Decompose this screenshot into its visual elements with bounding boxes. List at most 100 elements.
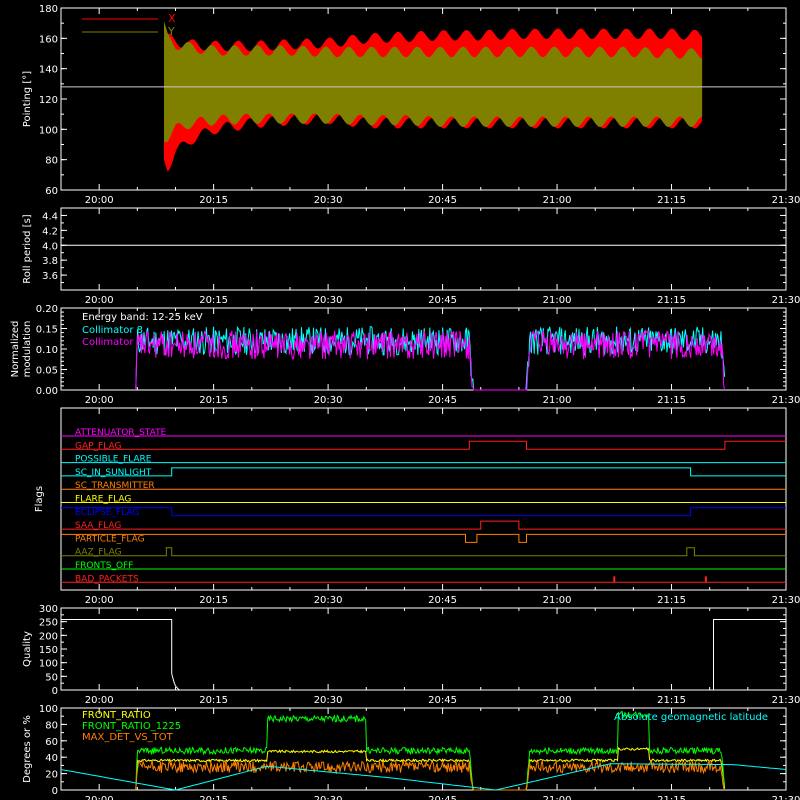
pointing-x-tick-label: 21:00 — [543, 195, 572, 206]
modulation-y-tick-label: 0.10 — [36, 345, 58, 356]
roll-x-tick-label: 21:15 — [657, 295, 686, 306]
flag-trace — [61, 547, 786, 557]
roll-y-tick-label: 3.8 — [42, 256, 58, 267]
panel-modulation: 20:00 20:15 20:30 20:45 21:00 21:15 21:30 0.00 0… — [10, 304, 800, 406]
pointing-y-tick-label: 100 — [39, 125, 58, 136]
front_ratio-x-tick-label: 20:45 — [428, 795, 457, 800]
flag-label: FLARE_FLAG — [75, 495, 131, 505]
roll-x-tick-label: 20:15 — [199, 295, 228, 306]
pointing-x-tick-label: 21:15 — [657, 195, 686, 206]
flag-label: AAZ_FLAG — [75, 548, 122, 558]
quality-x-tick-label: 21:00 — [543, 695, 572, 706]
flag-label: SC_IN_SUNLIGHT — [75, 468, 152, 478]
front_ratio-x-tick-label: 20:30 — [314, 795, 343, 800]
modulation-y-tick-label: 0.05 — [36, 366, 58, 377]
front_ratio-y-tick-label: 80 — [45, 720, 58, 731]
pointing-x-tick-label: 20:30 — [314, 195, 343, 206]
quality-y-tick-label: 0 — [52, 686, 58, 697]
pointing-x-tick-label: 20:15 — [199, 195, 228, 206]
flags-x-tick-label: 20:30 — [314, 595, 343, 606]
flag-label: FRONTS_OFF — [75, 561, 133, 571]
flag-label: SC_TRANSMITTER — [75, 481, 155, 491]
flags-x-tick-label: 20:45 — [428, 595, 457, 606]
flag-label: ATTENUATOR_STATE — [75, 428, 167, 438]
modulation-y-tick-label: 0.15 — [36, 325, 58, 336]
pointing-x-tick-label: 20:45 — [428, 195, 457, 206]
flags-x-tick-label: 21:30 — [772, 595, 800, 606]
pointing-y-tick-label: 140 — [39, 65, 58, 76]
modulation-series-1 — [135, 325, 726, 391]
quality-ylabel: Quality — [22, 631, 33, 667]
roll-ylabel: Roll period [s] — [22, 214, 33, 283]
pointing-band-y — [164, 21, 703, 143]
panel-roll: 20:00 20:15 20:30 20:45 21:00 21:15 21:30 3.6 3.… — [22, 207, 800, 306]
roll-x-tick-label: 20:45 — [428, 295, 457, 306]
flags-x-tick-label: 20:15 — [199, 595, 228, 606]
flags-ylabel: Flags — [34, 486, 45, 512]
pointing-y-tick-label: 120 — [39, 95, 58, 106]
quality-y-tick-label: 100 — [39, 659, 58, 670]
quality-x-tick-label: 20:00 — [85, 695, 114, 706]
front_ratio-x-tick-label: 21:30 — [772, 795, 800, 800]
pointing-x-tick-label: 21:30 — [772, 195, 800, 206]
modulation-x-tick-label: 20:00 — [85, 395, 114, 406]
roll-y-tick-label: 3.6 — [42, 271, 58, 282]
roll-x-tick-label: 20:30 — [314, 295, 343, 306]
front-ratio-series-3 — [135, 759, 725, 791]
roll-y-tick-label: 4.4 — [42, 211, 58, 222]
front-ratio-legend-label: FRONT_RATIO — [82, 710, 151, 721]
flag-trace — [61, 467, 786, 477]
modulation-y-tick-label: 0.00 — [36, 386, 58, 397]
quality-x-tick-label: 20:15 — [199, 695, 228, 706]
flag-trace — [61, 520, 786, 530]
flags-x-tick-label: 21:00 — [543, 595, 572, 606]
modulation-energy-band-label: Energy band: 12-25 keV — [82, 312, 203, 323]
roll-x-tick-label: 21:00 — [543, 295, 572, 306]
flag-label: ECLIPSE_FLAG — [75, 508, 139, 518]
front_ratio-y-tick-label: 40 — [45, 753, 58, 764]
modulation-ylabel-line2: modulation — [22, 321, 33, 378]
flags-plot-frame — [60, 407, 787, 591]
flags-x-tick-label: 20:00 — [85, 595, 114, 606]
pointing-x-tick-label: 20:00 — [85, 195, 114, 206]
front-ratio-series-2 — [135, 710, 726, 791]
roll-y-tick-label: 4.0 — [42, 241, 58, 252]
front_ratio-y-tick-label: 100 — [39, 704, 58, 715]
flag-label: BAD_PACKETS — [75, 574, 139, 584]
quality-y-tick-label: 150 — [39, 645, 58, 656]
modulation-x-tick-label: 21:30 — [772, 395, 800, 406]
front-ratio-legend-label: MAX_DET_VS_TOT — [82, 732, 174, 743]
roll-y-tick-label: 4.2 — [42, 226, 58, 237]
front-ratio-legend-label: FRONT_RATIO_1225 — [82, 721, 181, 732]
pointing-legend-label: X — [168, 12, 176, 25]
quality-x-tick-label: 21:30 — [772, 695, 800, 706]
flag-label: GAP_FLAG — [75, 441, 121, 451]
geomagnetic-latitude-line — [60, 763, 787, 791]
front_ratio-x-tick-label: 20:00 — [85, 795, 114, 800]
flag-label: POSSIBLE_FLARE — [75, 455, 152, 465]
front_ratio-x-tick-label: 21:00 — [543, 795, 572, 800]
front_ratio-y-tick-label: 0 — [52, 786, 58, 797]
roll-x-tick-label: 20:00 — [85, 295, 114, 306]
flag-trace — [61, 507, 786, 517]
modulation-y-tick-label: 0.20 — [36, 304, 58, 315]
quality-x-tick-label: 21:15 — [657, 695, 686, 706]
quality-line — [61, 619, 786, 691]
modulation-legend-label: Collimator 9 — [82, 337, 143, 348]
pointing-legend-label: Y — [167, 25, 175, 38]
quality-y-tick-label: 50 — [45, 672, 58, 683]
flag-trace — [61, 533, 786, 543]
modulation-x-tick-label: 20:15 — [199, 395, 228, 406]
front_ratio-x-tick-label: 20:15 — [199, 795, 228, 800]
flag-trace — [61, 440, 786, 450]
panel-front_ratio: 20:00 20:15 20:30 20:45 21:00 21:15 21:30 0 20 40… — [22, 704, 800, 800]
front-ratio-series-1 — [135, 746, 726, 791]
modulation-ylabel-line1: Normalized — [10, 321, 21, 378]
pointing-y-tick-label: 80 — [45, 156, 58, 167]
quality-x-tick-label: 20:30 — [314, 695, 343, 706]
flag-label: PARTICLE_FLAG — [75, 534, 145, 544]
flag-label: SAA_FLAG — [75, 521, 121, 531]
front_ratio-x-tick-label: 21:15 — [657, 795, 686, 800]
geomagnetic-latitude-label: Absolute geomagnetic latitude — [614, 712, 768, 723]
